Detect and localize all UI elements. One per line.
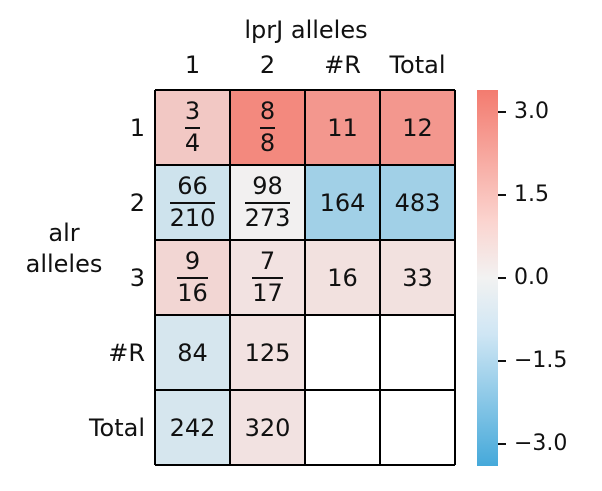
row-label: 3	[129, 263, 145, 292]
x-axis-title: lprJ alleles	[244, 16, 368, 44]
row-label: #R	[108, 338, 145, 367]
fraction-label: 9 16	[177, 249, 208, 305]
grid-line	[304, 90, 306, 465]
colorbar-tick	[498, 194, 506, 197]
fraction-numerator: 66	[177, 172, 208, 201]
fraction-bar	[184, 126, 201, 129]
fraction-bar	[252, 276, 283, 279]
cell-value: 11	[327, 113, 358, 142]
grid-line	[154, 90, 156, 465]
grid-line	[229, 90, 231, 465]
heatmap-cell: 16	[305, 240, 380, 315]
heatmap-cell	[305, 390, 380, 465]
fraction-label: 7 17	[252, 249, 283, 305]
heatmap-cell: 98 273	[230, 165, 305, 240]
fraction-denominator: 8	[259, 128, 276, 157]
colorbar-tick	[498, 111, 506, 114]
heatmap-cell: 483	[380, 165, 455, 240]
heatmap-cell: 125	[230, 315, 305, 390]
colorbar-tick-label: −1.5	[514, 347, 568, 373]
fraction-bar	[169, 201, 216, 204]
fraction-bar	[177, 276, 208, 279]
row-label: 2	[129, 188, 145, 217]
cell-value: 320	[244, 413, 291, 442]
fraction-numerator: 8	[259, 97, 276, 126]
fraction-denominator: 273	[244, 203, 291, 232]
cell-value: 483	[394, 188, 441, 217]
fraction-bar	[244, 201, 291, 204]
grid-line	[155, 464, 455, 466]
column-label: 2	[259, 51, 276, 79]
heatmap-cell: 33	[380, 240, 455, 315]
heatmap-cell: 84	[155, 315, 230, 390]
heatmap-cell	[380, 390, 455, 465]
heatmap-cell	[380, 315, 455, 390]
cell-value: 16	[327, 263, 358, 292]
cell-value: 84	[177, 338, 208, 367]
fraction-denominator: 210	[169, 203, 216, 232]
row-label: 1	[129, 113, 145, 142]
fraction-denominator: 4	[184, 128, 201, 157]
heatmap-cell: 164	[305, 165, 380, 240]
colorbar-tick	[498, 277, 506, 279]
fraction-numerator: 7	[259, 247, 276, 276]
cell-value: 125	[244, 338, 291, 367]
column-label: 1	[184, 51, 201, 79]
heatmap-cell: 9 16	[155, 240, 230, 315]
fraction-label: 66 210	[169, 172, 216, 232]
colorbar-tick-label: 0.0	[514, 265, 549, 290]
colorbar-tick-label: 3.0	[514, 99, 549, 125]
grid-line	[454, 90, 456, 465]
colorbar-tick-label: 1.5	[514, 182, 549, 208]
heatmap-cell: 320	[230, 390, 305, 465]
fraction-numerator: 98	[252, 172, 283, 201]
fraction-bar	[259, 126, 276, 129]
column-label: #R	[324, 51, 361, 79]
heatmap-cell	[305, 315, 380, 390]
y-axis-title: alr alleles	[25, 219, 103, 279]
fraction-denominator: 16	[177, 278, 208, 307]
heatmap-cell: 7 17	[230, 240, 305, 315]
row-label: Total	[88, 413, 145, 442]
colorbar-gradient	[477, 90, 498, 466]
fraction-denominator: 17	[252, 278, 283, 307]
column-label: Total	[389, 51, 446, 79]
colorbar-tick	[498, 359, 506, 362]
cell-value: 164	[319, 188, 366, 217]
cell-value: 12	[402, 113, 433, 142]
fraction-label: 98 273	[244, 172, 291, 232]
cell-value: 33	[402, 263, 433, 292]
colorbar-tick	[498, 442, 506, 445]
cell-value: 242	[169, 413, 216, 442]
fraction-numerator: 9	[184, 247, 201, 276]
grid-line	[379, 90, 381, 465]
heatmap-cell: 66 210	[155, 165, 230, 240]
colorbar-tick-label: −3.0	[514, 430, 568, 456]
heatmap-cell: 12	[380, 90, 455, 165]
fraction-numerator: 3	[184, 97, 201, 126]
heatmap-cell: 11	[305, 90, 380, 165]
heatmap-cell: 242	[155, 390, 230, 465]
